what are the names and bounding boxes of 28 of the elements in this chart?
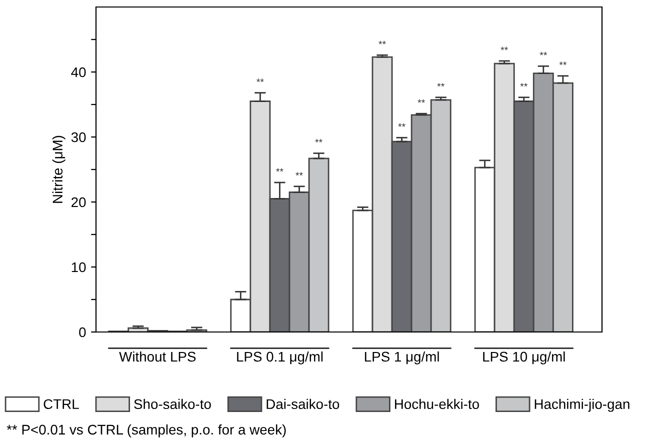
legend-label: Hochu-ekki-to	[395, 398, 479, 410]
data-label: **	[559, 62, 567, 66]
data-label: **	[520, 83, 528, 86]
data-label: **	[418, 99, 425, 103]
y-tick-label: 0	[79, 327, 86, 338]
data-label: **	[437, 83, 444, 86]
data-label: **	[296, 172, 303, 176]
y-axis-title: Nitrite (μM)	[52, 136, 66, 203]
y-tick-label: 10	[72, 262, 86, 272]
y-tick-label: 30	[71, 132, 86, 142]
legend-label: CTRL	[44, 399, 79, 410]
y-tick-label: 40	[71, 67, 86, 78]
x-tick-label: LPS 0.1 μg/ml	[237, 351, 323, 364]
data-label: **	[256, 78, 264, 82]
legend-label: Dai-saiko-to	[266, 398, 340, 410]
data-label: **	[500, 46, 508, 50]
x-tick-label: LPS 1 μg/ml	[364, 351, 439, 364]
data-label: **	[378, 40, 386, 44]
text: ** P<0.01 vs CTRL (samples, p.o. for a week)	[6, 424, 286, 438]
legend-label: Hachimi-jio-gan	[534, 398, 630, 412]
x-tick-label: LPS 10 μg/ml	[483, 351, 565, 364]
data-label: **	[398, 123, 406, 127]
data-label: **	[276, 168, 284, 172]
legend-label: Sho-saiko-to	[134, 398, 211, 410]
data-label: **	[315, 138, 322, 142]
x-tick-label: Without LPS	[119, 351, 196, 362]
y-tick-label: 20	[72, 197, 86, 208]
data-label: **	[540, 52, 548, 56]
